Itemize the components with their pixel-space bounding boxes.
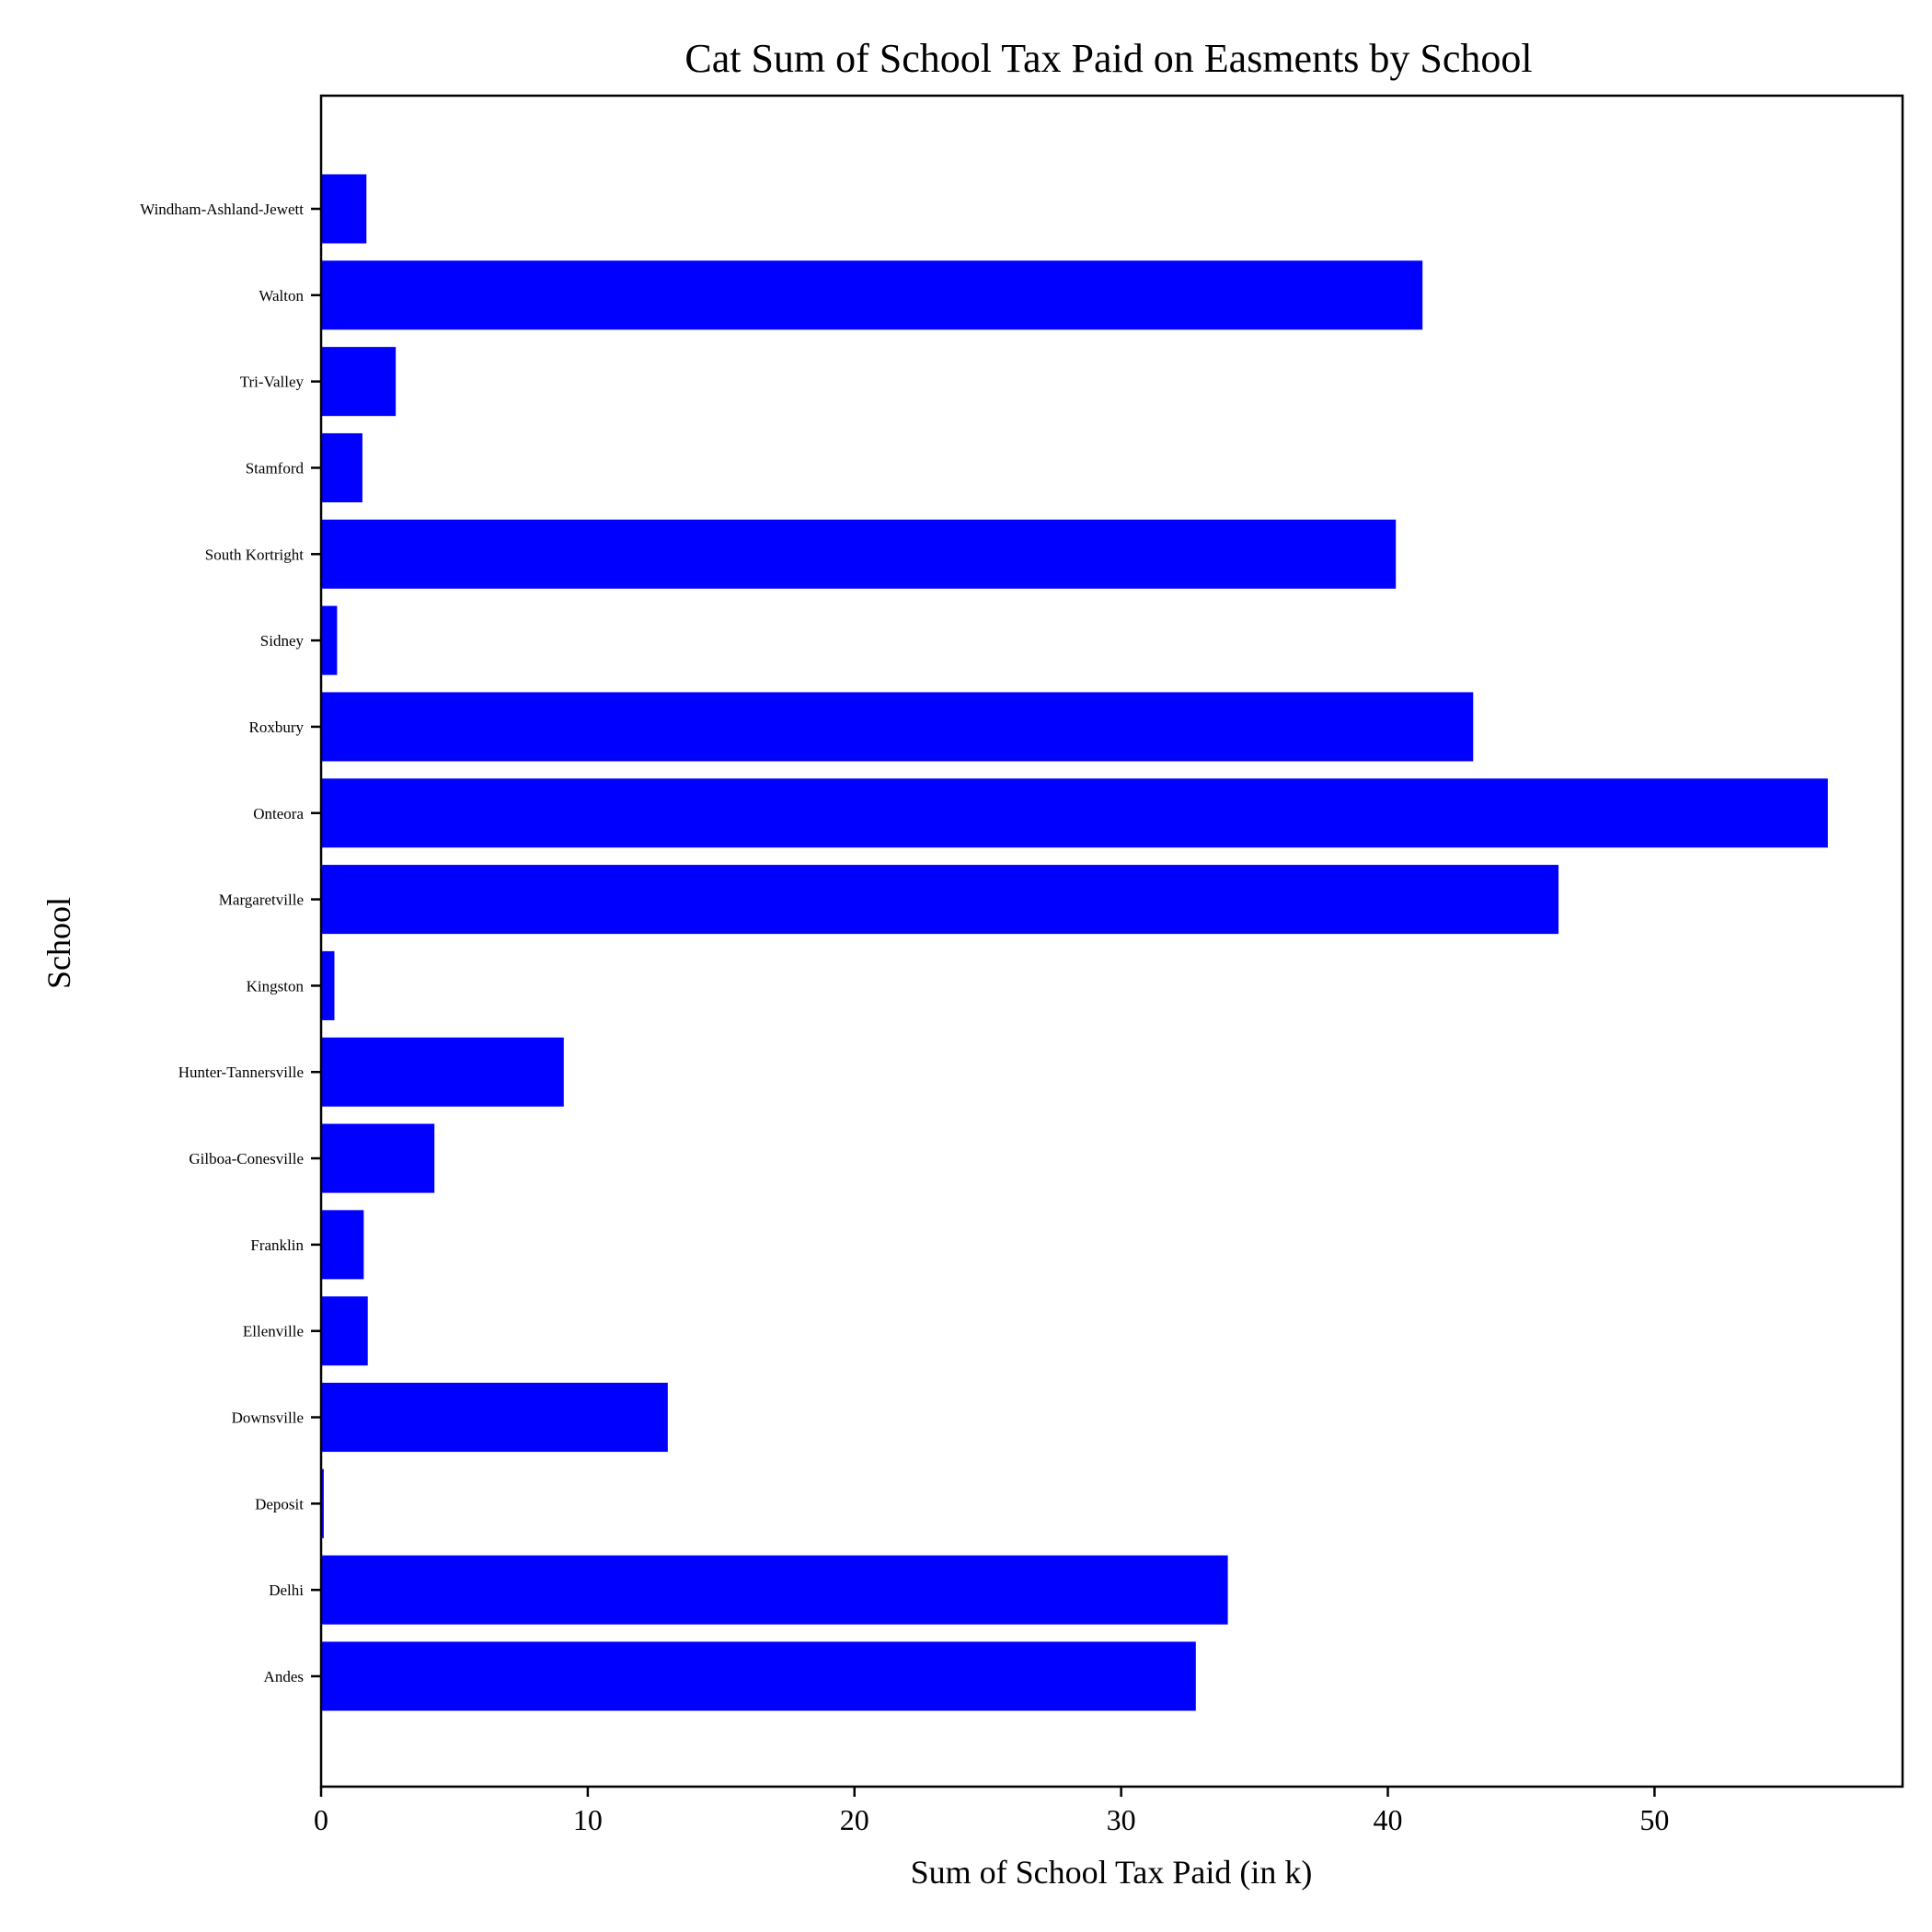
bar-walton — [321, 260, 1423, 330]
x-tick-label: 50 — [1639, 1803, 1669, 1836]
y-tick-label: Deposit — [255, 1495, 304, 1512]
bar-ellenville — [321, 1296, 368, 1366]
y-tick-label: Onteora — [253, 805, 304, 822]
bar-deposit — [321, 1468, 324, 1538]
y-axis-label: School — [40, 897, 77, 989]
bar-andes — [321, 1641, 1196, 1711]
bar-tri-valley — [321, 347, 397, 417]
y-tick-label: South Kortright — [205, 546, 304, 563]
y-tick-label: Gilboa-Conesville — [189, 1150, 304, 1167]
y-tick-label: Franklin — [250, 1236, 304, 1254]
y-tick-label: Roxbury — [249, 719, 305, 736]
y-tick-label: Stamford — [246, 459, 305, 477]
x-tick-label: 20 — [840, 1803, 869, 1836]
y-tick-label: Tri-Valley — [240, 374, 305, 391]
bar-roxbury — [321, 692, 1474, 762]
y-axis-ticks: Andes Delhi Deposit Downsville Ellenville Fra… — [140, 201, 321, 1685]
plot-frame — [319, 94, 1904, 1788]
bar-gilboa-conesville — [321, 1123, 435, 1193]
x-tick-label: 40 — [1374, 1803, 1403, 1836]
x-tick-label: 0 — [314, 1803, 328, 1836]
bar-downsville — [321, 1383, 668, 1453]
y-tick-label: Walton — [259, 287, 304, 305]
bar-sidney — [321, 605, 338, 675]
x-tick-label: 10 — [573, 1803, 603, 1836]
y-tick-label: Sidney — [260, 632, 305, 650]
bar-hunter-tannersville — [321, 1037, 564, 1107]
y-tick-label: Hunter-Tannersville — [178, 1064, 304, 1081]
bar-kingston — [321, 950, 335, 1020]
bar-franklin — [321, 1210, 364, 1280]
y-tick-label: Downsville — [232, 1409, 304, 1427]
y-tick-label: Ellenville — [243, 1323, 304, 1340]
bar-onteora — [321, 778, 1828, 848]
y-tick-label: Delhi — [269, 1581, 304, 1599]
y-tick-label: Margaretville — [219, 891, 304, 909]
bar-windham-ashland-jewett — [321, 174, 367, 244]
chart-title: Cat Sum of School Tax Paid on Easments b… — [684, 36, 1532, 81]
x-axis-ticks: 0 10 20 30 40 50 — [314, 1787, 1669, 1836]
x-tick-label: 30 — [1107, 1803, 1136, 1836]
y-tick-label: Windham-Ashland-Jewett — [140, 201, 304, 218]
x-axis-label: Sum of School Tax Paid (in k) — [911, 1854, 1313, 1891]
bar-stamford — [321, 432, 362, 502]
y-tick-label: Kingston — [247, 977, 305, 995]
y-tick-label: Andes — [264, 1668, 304, 1685]
bars-group — [321, 174, 1828, 1711]
bar-margaretville — [321, 865, 1559, 935]
bar-delhi — [321, 1555, 1228, 1625]
bar-south-kortright — [321, 519, 1397, 589]
